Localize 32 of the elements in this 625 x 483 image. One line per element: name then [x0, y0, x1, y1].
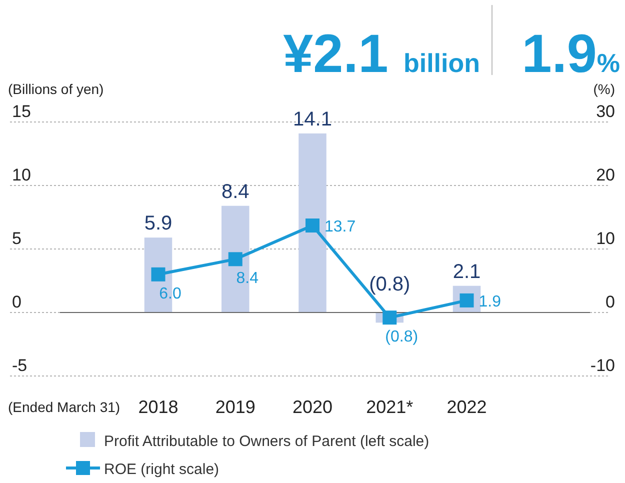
- chart-title: ¥2.1 billion: [283, 24, 480, 84]
- y2-tick-label: 30: [596, 102, 615, 121]
- y-tick-label: 15: [12, 102, 31, 121]
- x-tick-label: 2019: [215, 397, 256, 417]
- y-axis-title: (Billions of yen): [8, 81, 104, 97]
- x-tick-label: 2018: [138, 397, 178, 417]
- legend-label: ROE (right scale): [104, 461, 220, 478]
- data-label: 1.9: [478, 293, 502, 310]
- chart-subtitle: 1.9%: [522, 24, 620, 84]
- x-tick-label: 2020: [292, 397, 333, 417]
- x-tick-label: 2022: [446, 397, 487, 417]
- y-tick-label: 10: [12, 166, 31, 184]
- data-label: 5.9: [144, 212, 172, 235]
- data-label: 13.7: [324, 218, 356, 236]
- y-tick-label: 5: [12, 229, 22, 248]
- y2-tick-label: 10: [596, 229, 615, 248]
- y2-tick-label: 20: [596, 166, 615, 184]
- data-label: 8.4: [236, 270, 259, 288]
- y2-tick-label: -10: [590, 356, 615, 375]
- y-tick-label: -5: [12, 356, 28, 375]
- data-label: (0.8): [369, 274, 410, 296]
- x-tick-label: 2021*: [366, 397, 414, 417]
- data-label: 6.0: [159, 285, 182, 302]
- data-label: (0.8): [385, 328, 418, 346]
- y2-tick-label: 0: [606, 292, 615, 312]
- data-label: 14.1: [293, 108, 332, 130]
- x-axis-title: (Ended March 31): [8, 399, 120, 415]
- legend-label: Profit Attributable to Owners of Parent (left scale): [104, 433, 430, 450]
- data-label: 8.4: [221, 180, 250, 203]
- y-tick-label: 0: [12, 292, 22, 312]
- data-label: 2.1: [452, 260, 481, 283]
- y2-axis-title: (%): [593, 81, 615, 97]
